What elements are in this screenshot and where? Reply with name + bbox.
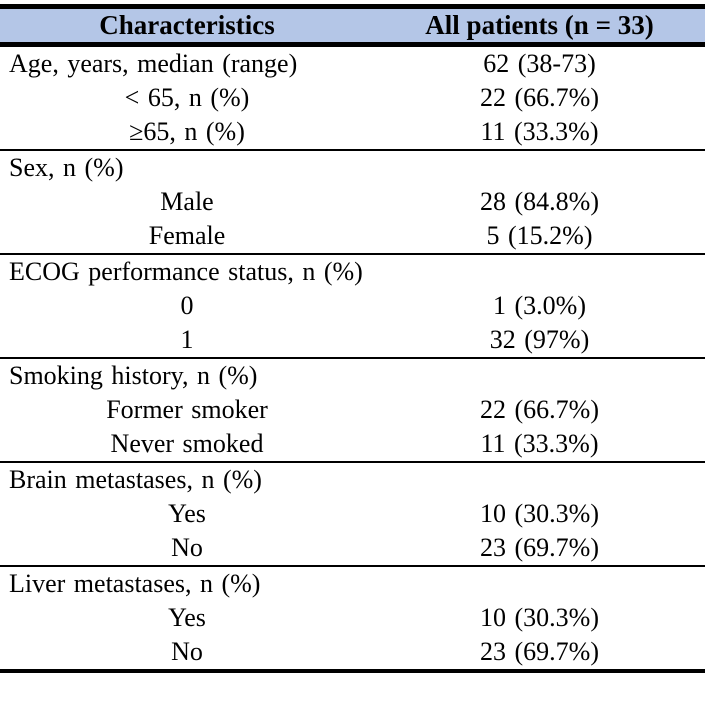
section-age: Age, years, median (range) 62 (38-73) < … (0, 47, 705, 151)
table-row: No 23 (69.7%) (0, 635, 705, 669)
table-row: Female 5 (15.2%) (0, 219, 705, 253)
row-label: < 65, n (%) (124, 83, 250, 112)
table-row: Sex, n (%) (0, 151, 705, 185)
row-label: Female (148, 221, 226, 250)
row-label: No (171, 533, 203, 562)
row-label: 0 (180, 291, 194, 320)
row-label: Smoking history, n (%) (9, 361, 258, 390)
row-value: 22 (66.7%) (480, 395, 599, 424)
row-value: 10 (30.3%) (480, 499, 599, 528)
section-ecog: ECOG performance status, n (%) 0 1 (3.0%… (0, 255, 705, 359)
row-value: 1 (3.0%) (493, 291, 586, 320)
table-row: Liver metastases, n (%) (0, 567, 705, 601)
table-row: Yes 10 (30.3%) (0, 601, 705, 635)
table-row: Age, years, median (range) 62 (38-73) (0, 47, 705, 81)
row-label: No (171, 637, 203, 666)
table-row: Smoking history, n (%) (0, 359, 705, 393)
row-value: 11 (33.3%) (480, 117, 599, 146)
row-label: Yes (168, 499, 206, 528)
row-value: 62 (38-73) (483, 49, 596, 78)
row-label: ECOG performance status, n (%) (9, 257, 363, 286)
table-row: Never smoked 11 (33.3%) (0, 427, 705, 461)
row-value: 23 (69.7%) (480, 637, 599, 666)
row-value: 28 (84.8%) (480, 187, 599, 216)
table-row: Former smoker 22 (66.7%) (0, 393, 705, 427)
row-label: Sex, n (%) (9, 153, 124, 182)
section-brain-metastases: Brain metastases, n (%) Yes 10 (30.3%) N… (0, 463, 705, 567)
table-row: < 65, n (%) 22 (66.7%) (0, 81, 705, 115)
row-value: 32 (97%) (489, 325, 590, 354)
row-label: Age, years, median (range) (9, 49, 298, 78)
row-value: 11 (33.3%) (480, 429, 599, 458)
row-value: 22 (66.7%) (480, 83, 599, 112)
table-row: Brain metastases, n (%) (0, 463, 705, 497)
table-row: ECOG performance status, n (%) (0, 255, 705, 289)
row-value: 10 (30.3%) (480, 603, 599, 632)
row-label: Brain metastases, n (%) (9, 465, 262, 494)
row-label: Male (160, 187, 214, 216)
patient-characteristics-table: Characteristics All patients (n = 33) Ag… (0, 4, 705, 673)
table-row: No 23 (69.7%) (0, 531, 705, 565)
row-label: Never smoked (110, 429, 264, 458)
section-smoking: Smoking history, n (%) Former smoker 22 … (0, 359, 705, 463)
table-row: 1 32 (97%) (0, 323, 705, 357)
row-value: 23 (69.7%) (480, 533, 599, 562)
row-label: ≥65, n (%) (129, 117, 245, 146)
row-value: 5 (15.2%) (486, 221, 593, 250)
section-liver-metastases: Liver metastases, n (%) Yes 10 (30.3%) N… (0, 567, 705, 669)
header-cell-characteristics: Characteristics (99, 10, 275, 40)
table-header-row: Characteristics All patients (n = 33) (0, 9, 705, 47)
row-label: Yes (168, 603, 206, 632)
row-label: 1 (180, 325, 194, 354)
header-cell-all-patients: All patients (n = 33) (425, 10, 654, 40)
table-row: ≥65, n (%) 11 (33.3%) (0, 115, 705, 149)
table-row: 0 1 (3.0%) (0, 289, 705, 323)
section-sex: Sex, n (%) Male 28 (84.8%) Female 5 (15.… (0, 151, 705, 255)
row-label: Liver metastases, n (%) (9, 569, 261, 598)
table-row: Yes 10 (30.3%) (0, 497, 705, 531)
table-row: Male 28 (84.8%) (0, 185, 705, 219)
row-label: Former smoker (106, 395, 268, 424)
